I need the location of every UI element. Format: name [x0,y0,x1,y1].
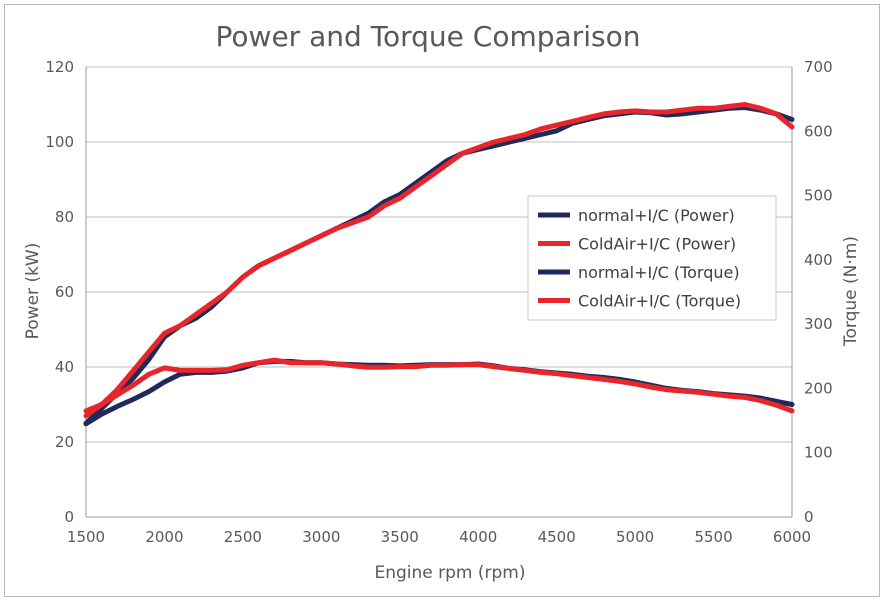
x-tick-label: 4000 [459,528,497,546]
y-right-tick-label: 600 [804,122,833,140]
legend: normal+I/C (Power) ColdAir+I/C (Power) nor… [527,195,777,321]
y-right-tick-label: 200 [804,379,833,397]
legend-label: ColdAir+I/C (Torque) [578,292,741,311]
axes [85,67,793,517]
legend-label: normal+I/C (Power) [578,206,735,225]
y-left-tick-label: 120 [45,58,74,76]
x-tick-label: 1500 [67,528,105,546]
tick-labels: 0 20 40 60 80 100 120 0 100 200 300 400 500 600 700 150… [45,58,832,546]
x-axis-label: Engine rpm (rpm) [374,563,525,583]
y-right-tick-label: 700 [804,58,833,76]
y-right-tick-label: 0 [804,508,814,526]
y-left-tick-label: 60 [55,283,74,301]
x-tick-label: 3000 [302,528,340,546]
y-left-tick-label: 100 [45,133,74,151]
x-tick-label: 5000 [616,528,654,546]
y-right-tick-label: 400 [804,251,833,269]
y-left-tick-label: 0 [64,508,74,526]
series-line-normal-i-c-power [83,105,795,426]
grid-lines [86,66,792,518]
y-left-tick-label: 40 [55,358,74,376]
series-lines [83,102,795,427]
x-tick-label: 2000 [145,528,183,546]
x-tick-label: 4500 [538,528,576,546]
series-line-coldair-i-c-power [83,102,795,419]
x-tick-label: 2500 [224,528,262,546]
y-left-tick-label: 20 [55,433,74,451]
legend-label: normal+I/C (Torque) [578,263,740,282]
legend-label: ColdAir+I/C (Power) [578,235,736,254]
chart-title: Power and Torque Comparison [216,20,641,53]
series-line-coldair-i-c-torque [83,357,795,414]
y-right-tick-label: 300 [804,315,833,333]
y-axis-right-label: Torque (N·m) [841,236,861,347]
y-right-tick-label: 500 [804,187,833,205]
x-tick-label: 3500 [381,528,419,546]
y-right-tick-label: 100 [804,444,833,462]
y-left-tick-label: 80 [55,208,74,226]
x-tick-label: 5500 [694,528,732,546]
y-axis-left-label: Power (kW) [23,243,43,340]
x-tick-label: 6000 [773,528,811,546]
